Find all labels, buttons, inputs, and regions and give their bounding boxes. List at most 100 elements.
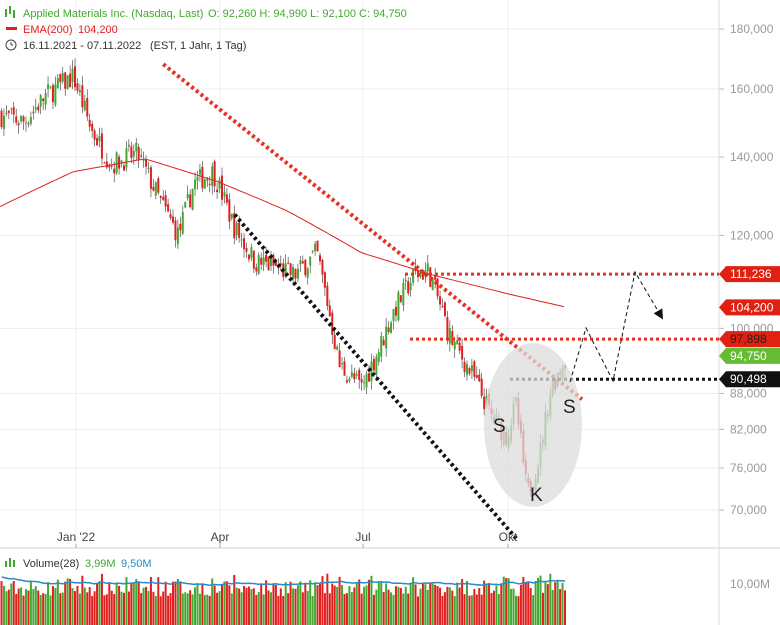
volume-bar [96,583,99,625]
volume-bar [184,592,187,625]
candle-down [394,306,397,316]
y-tick-label: 120,000 [730,228,774,242]
volume-bar [470,595,473,625]
annotation-right-shoulder: S [563,397,576,418]
candle-up [34,107,37,110]
volume-bar [417,596,419,625]
volume-bar [353,587,356,625]
volume-bar [69,578,72,625]
volume-bar [338,576,341,625]
candle-down [358,369,361,380]
candle-down [91,123,94,131]
candle-down [326,285,329,307]
volume-bar [267,590,270,625]
volume-bar [426,589,429,625]
candle-up [206,178,209,181]
candle-down [316,240,319,251]
volume-bar [83,587,86,625]
volume-bar [186,593,189,625]
volume-bar [233,574,236,625]
candle-up [61,73,64,82]
volume-bar [546,584,549,625]
candle-up [257,254,260,274]
volume-bar [78,593,81,625]
volume-bar [512,588,515,625]
candle-up [39,95,42,107]
candle-down [436,278,439,297]
volume-bar [419,588,422,625]
ohlc-values: O: 92,260 H: 94,990 L: 92,100 C: 94,750 [208,8,407,20]
volume-bar [189,590,192,625]
candle-down [123,165,125,171]
candle-up [466,364,468,375]
candle-down [333,335,336,350]
volume-bar [473,588,476,625]
candle-down [345,380,348,383]
volume-bar [255,594,258,625]
volume-bar [372,594,375,625]
candle-up [270,257,272,266]
candle-up [390,322,393,334]
volume-bar [500,583,503,625]
candle-down [130,146,133,158]
volume-bar [22,595,25,625]
volume-bars [0,573,566,625]
volume-axis-tick: 10,00M [730,577,770,591]
candle-up [365,373,368,388]
candle-down [103,162,106,164]
volume-bar [88,587,91,625]
candle-up [32,111,35,114]
x-tick-label: Apr [211,530,230,544]
candle-up [196,176,199,181]
candle-up [186,194,189,199]
candle-up [431,279,434,290]
candle-up [20,115,23,122]
volume-bar [245,587,248,625]
candle-up [184,201,187,208]
volume-bar [225,581,228,625]
volume-icon [5,558,15,567]
volume-bar [169,593,172,625]
volume-bar [15,593,18,625]
candle-down [127,145,130,147]
candle-up [115,152,118,174]
candle-up [176,227,179,245]
volume-bar [282,596,285,625]
candle-down [88,119,91,127]
volume-bar [201,583,204,625]
volume-bar [534,580,537,625]
date-range: 16.11.2021 - 07.11.2022 [23,40,141,52]
candle-up [397,292,400,321]
candle-down [272,254,275,266]
volume-bar [480,594,483,625]
volume-bar [466,580,468,625]
candle-down [483,396,486,410]
candle-up [375,356,378,375]
volume-bar [213,585,216,625]
volume-value-current: 3,99M [85,558,116,570]
candle-down [274,261,277,266]
volume-bar [100,573,103,625]
candle-down [152,187,155,191]
candle-up [448,328,451,344]
candle-down [105,161,108,168]
volume-bar [125,577,128,625]
volume-bar [140,593,143,625]
volume-bar [382,592,385,625]
volume-bar [451,590,454,625]
volume-bar [309,580,312,625]
volume-bar [76,585,79,625]
candle-up [284,263,287,276]
volume-bar [167,595,170,625]
candle-up [262,257,265,265]
volume-bar [59,593,62,625]
volume-bar [301,592,304,625]
candle-down [319,255,321,262]
volume-bar [149,577,152,625]
candle-up [194,179,197,190]
volume-bar [412,577,415,625]
volume-bar [120,591,123,625]
volume-bar [377,582,380,625]
volume-bar [394,586,397,625]
price-tag-box [719,266,780,283]
